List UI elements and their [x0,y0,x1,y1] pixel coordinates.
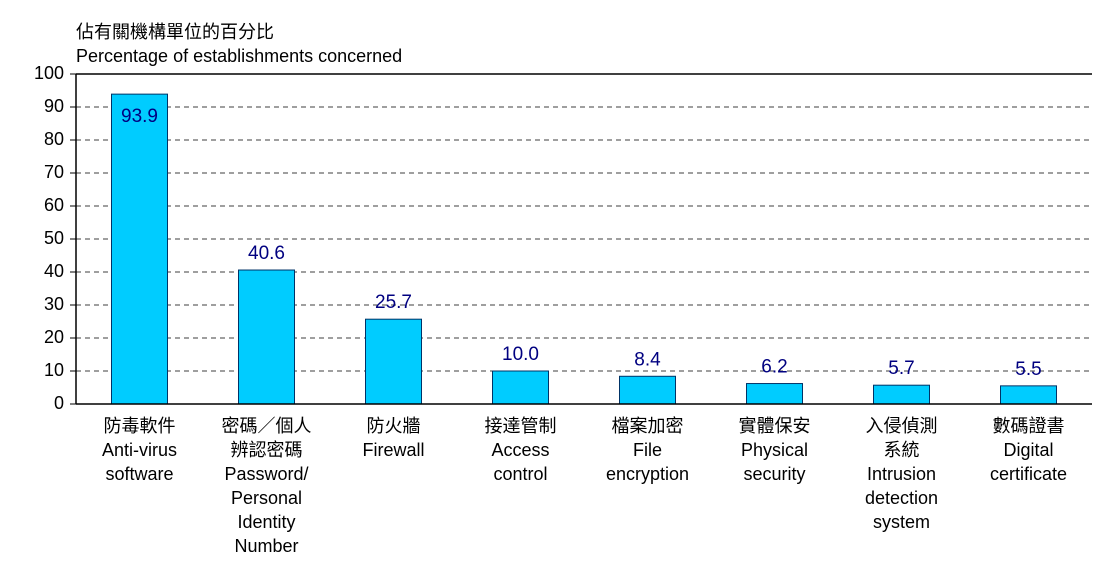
value-label: 25.7 [375,292,412,313]
bar [492,370,549,405]
x-tick-label: Identity [237,512,295,532]
x-tick-label: 系統 [884,440,920,460]
x-tick-label: Digital [1003,440,1053,460]
bar [111,93,168,405]
value-label: 93.9 [121,106,158,127]
x-tick-label: security [743,464,805,484]
x-tick-label: control [493,464,547,484]
chart-subtitle: Percentage of establishments concerned [76,46,402,66]
value-label: 5.5 [1015,359,1041,380]
bar [238,269,295,405]
bar [365,318,422,405]
y-tick-label: 90 [44,96,64,116]
x-tick-label: system [873,512,930,532]
x-tick-label: Anti-virus [102,440,177,460]
value-label: 10.0 [502,344,539,365]
y-tick-label: 100 [34,63,64,83]
x-tick-label: 辨認密碼 [231,440,303,460]
bar [746,383,803,405]
x-tick-label: Intrusion [867,464,936,484]
y-tick-label: 50 [44,228,64,248]
x-tick-label: Password/ [224,464,308,484]
x-tick-label: encryption [606,464,689,484]
y-tick-label: 70 [44,162,64,182]
bar [619,375,676,405]
y-tick-label: 80 [44,129,64,149]
x-tick-label: 密碼／個人 [222,416,312,436]
x-tick-label: software [105,464,173,484]
x-tick-label: Number [234,536,298,556]
x-tick-label: 接達管制 [485,416,557,436]
x-tick-label: 入侵偵測 [866,416,938,436]
x-tick-label: Physical [741,440,808,460]
x-tick-label: Firewall [362,440,424,460]
x-tick-label: File [633,440,662,460]
x-tick-label: 防火牆 [367,416,421,436]
value-label: 5.7 [888,358,914,379]
y-tick-label: 60 [44,195,64,215]
x-tick-label: 數碼證書 [993,416,1065,436]
x-tick-label: detection [865,488,938,508]
x-tick-label: certificate [990,464,1067,484]
x-tick-label: 防毒軟件 [104,416,176,436]
chart-title: 佔有關機構單位的百分比 [76,22,274,42]
bar [873,384,930,405]
y-tick-label: 10 [44,360,64,380]
value-label: 6.2 [761,357,787,378]
value-label: 40.6 [248,243,285,264]
x-tick-label: Personal [231,488,302,508]
x-tick-label: 檔案加密 [612,416,684,436]
x-tick-label: Access [491,440,549,460]
x-tick-label: 實體保安 [739,416,811,436]
bar [1000,385,1057,405]
value-label: 8.4 [634,349,661,370]
y-tick-label: 30 [44,294,64,314]
y-tick-label: 20 [44,327,64,347]
y-tick-label: 0 [54,393,64,413]
y-tick-label: 40 [44,261,64,281]
